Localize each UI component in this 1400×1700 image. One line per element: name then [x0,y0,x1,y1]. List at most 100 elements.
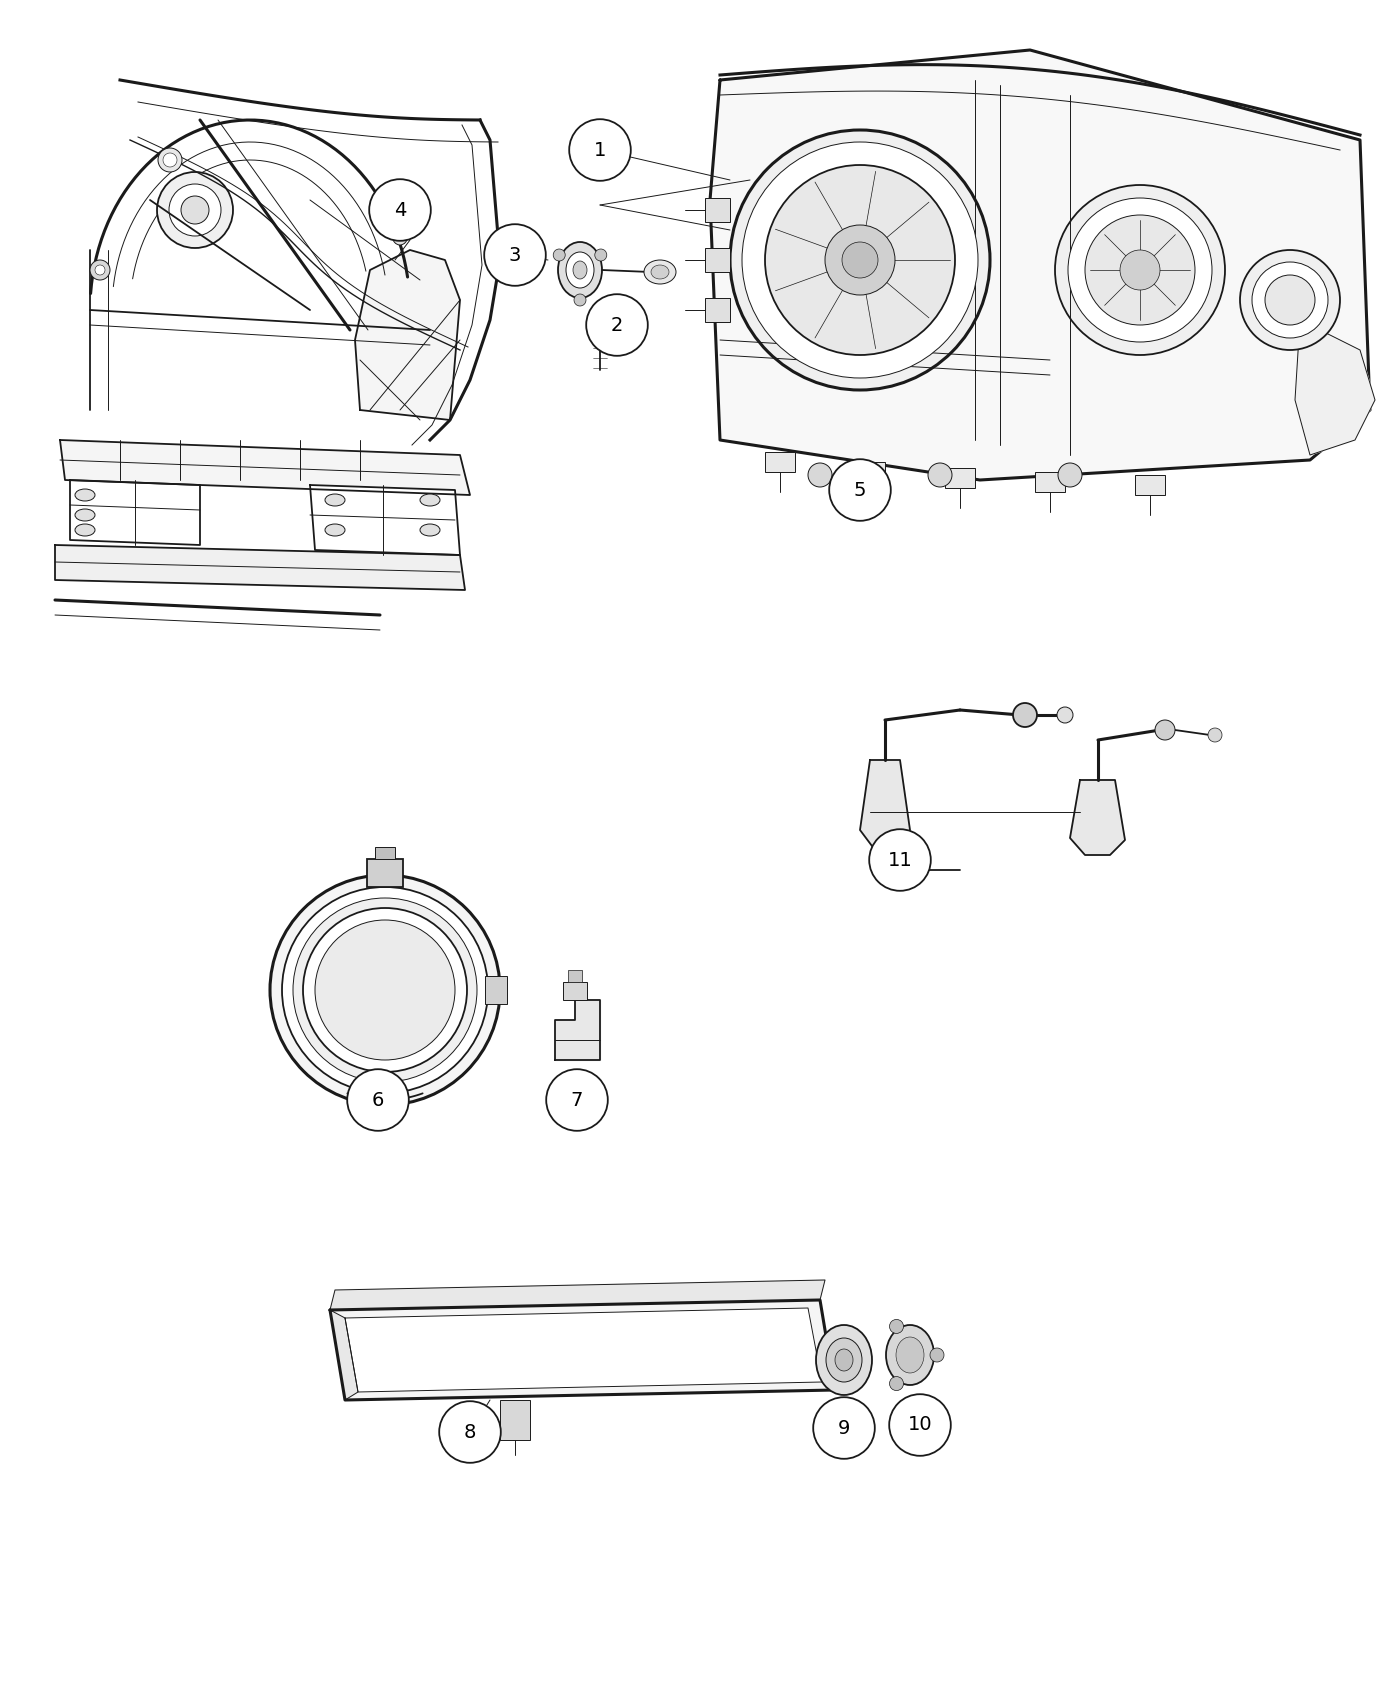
Polygon shape [710,49,1371,479]
Circle shape [825,224,895,296]
Circle shape [315,920,455,1061]
Circle shape [1240,250,1340,350]
FancyBboxPatch shape [764,452,795,473]
Text: 1: 1 [594,141,606,160]
FancyBboxPatch shape [706,298,729,321]
Circle shape [808,462,832,486]
Polygon shape [554,1000,601,1061]
Polygon shape [60,440,470,495]
FancyBboxPatch shape [484,976,507,1005]
Polygon shape [344,1307,822,1392]
Text: 6: 6 [372,1090,384,1110]
Circle shape [1057,707,1072,722]
Circle shape [764,165,955,355]
Circle shape [729,129,990,389]
Ellipse shape [325,495,344,507]
Ellipse shape [325,524,344,536]
Circle shape [1056,185,1225,355]
Ellipse shape [834,1350,853,1370]
Circle shape [1120,250,1161,291]
Circle shape [1068,197,1212,342]
Circle shape [347,1069,409,1130]
FancyBboxPatch shape [375,847,395,858]
FancyBboxPatch shape [706,248,729,272]
Circle shape [1155,721,1175,740]
Text: 5: 5 [854,481,867,500]
Circle shape [293,898,477,1081]
FancyBboxPatch shape [367,858,403,887]
Ellipse shape [420,524,440,536]
Circle shape [829,459,890,520]
Circle shape [553,248,566,262]
Text: 11: 11 [888,850,913,869]
Ellipse shape [573,262,587,279]
Polygon shape [389,194,410,218]
Circle shape [546,1069,608,1130]
Polygon shape [1295,320,1375,456]
Circle shape [1085,214,1196,325]
Circle shape [281,887,489,1093]
FancyBboxPatch shape [1135,474,1165,495]
Circle shape [1208,728,1222,741]
Text: 4: 4 [393,201,406,219]
Circle shape [181,196,209,224]
Circle shape [95,265,105,275]
Ellipse shape [651,265,669,279]
FancyBboxPatch shape [1035,473,1065,491]
Text: 7: 7 [571,1090,584,1110]
Circle shape [574,294,587,306]
Circle shape [1014,704,1037,728]
Polygon shape [330,1300,834,1401]
Circle shape [158,148,182,172]
Circle shape [889,1377,903,1391]
Polygon shape [70,479,200,546]
Circle shape [302,908,468,1073]
Polygon shape [1070,780,1126,855]
Ellipse shape [76,508,95,520]
Circle shape [889,1319,903,1333]
Polygon shape [860,760,910,850]
Circle shape [1266,275,1315,325]
FancyBboxPatch shape [706,197,729,223]
Ellipse shape [392,224,407,245]
Circle shape [889,1394,951,1455]
Ellipse shape [644,260,676,284]
FancyBboxPatch shape [500,1401,531,1440]
Circle shape [157,172,232,248]
Circle shape [595,248,606,262]
FancyBboxPatch shape [568,971,582,983]
Polygon shape [55,546,465,590]
Text: 8: 8 [463,1423,476,1442]
Circle shape [930,1348,944,1362]
Circle shape [270,876,500,1105]
Polygon shape [330,1311,358,1401]
FancyBboxPatch shape [563,983,587,1000]
Polygon shape [356,250,461,420]
Circle shape [440,1401,501,1462]
Text: 9: 9 [837,1418,850,1438]
Polygon shape [330,1280,825,1311]
Circle shape [742,143,979,377]
Circle shape [1252,262,1329,338]
Circle shape [869,830,931,891]
Ellipse shape [420,495,440,507]
Circle shape [1058,462,1082,486]
Circle shape [928,462,952,486]
Ellipse shape [589,318,610,342]
Ellipse shape [886,1324,934,1385]
Text: 2: 2 [610,316,623,335]
Ellipse shape [816,1324,872,1396]
Ellipse shape [76,490,95,502]
Circle shape [570,119,631,180]
Circle shape [484,224,546,286]
Circle shape [841,241,878,279]
Circle shape [370,178,431,241]
Circle shape [813,1397,875,1459]
Ellipse shape [826,1338,862,1382]
Circle shape [587,294,648,355]
Text: 3: 3 [508,245,521,265]
Circle shape [90,260,111,281]
Circle shape [162,153,176,167]
FancyBboxPatch shape [945,468,974,488]
Circle shape [169,184,221,236]
